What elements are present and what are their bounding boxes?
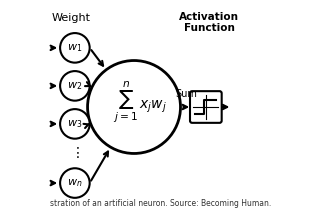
Text: Weight: Weight	[51, 13, 90, 23]
Text: $\sum_{j=1}^{n}$: $\sum_{j=1}^{n}$	[113, 80, 138, 125]
Text: $w_n$: $w_n$	[67, 177, 83, 189]
Text: stration of an artificial neuron. Source: Becoming Human.: stration of an artificial neuron. Source…	[50, 199, 271, 208]
Circle shape	[88, 61, 180, 153]
Text: Activation
Function: Activation Function	[179, 12, 239, 33]
FancyBboxPatch shape	[190, 91, 222, 123]
Circle shape	[60, 109, 90, 139]
Text: $w_3$: $w_3$	[67, 118, 83, 130]
Text: $w_1$: $w_1$	[67, 42, 83, 54]
Text: $\vdots$: $\vdots$	[70, 145, 80, 160]
Circle shape	[60, 168, 90, 198]
Text: $w_2$: $w_2$	[67, 80, 83, 92]
Text: $x_j w_j$: $x_j w_j$	[139, 99, 167, 115]
Circle shape	[60, 71, 90, 101]
Text: Sum: Sum	[175, 89, 197, 99]
Circle shape	[60, 33, 90, 63]
